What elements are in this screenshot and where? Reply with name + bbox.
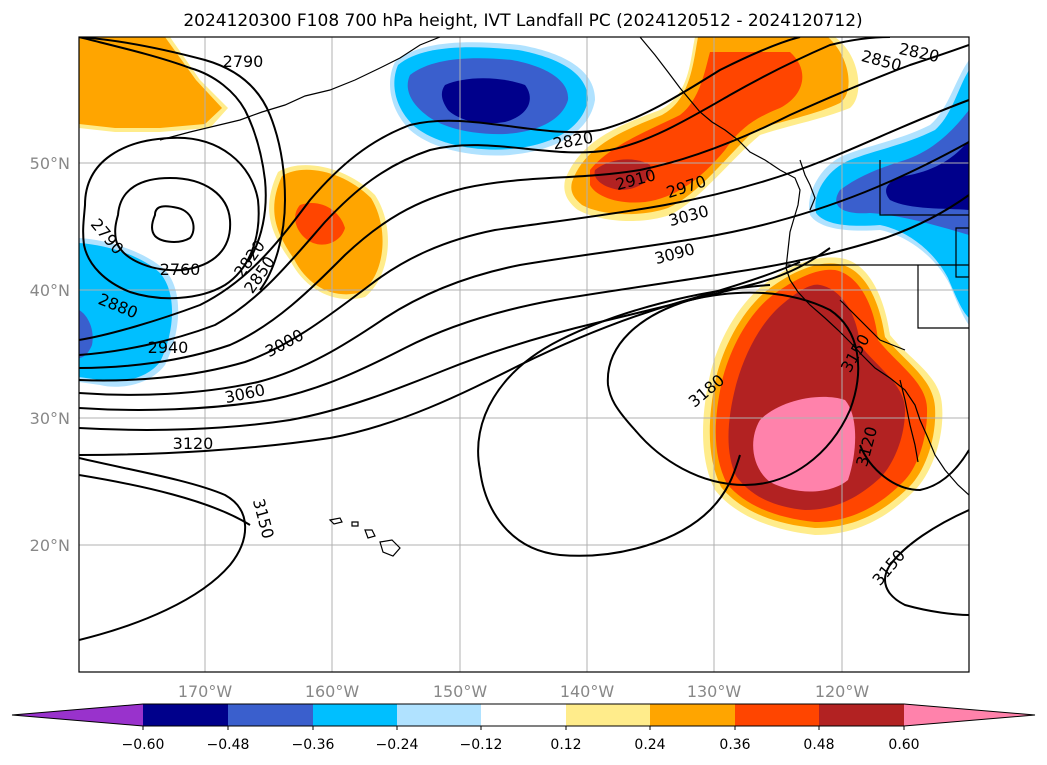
colorbar-tick: −0.24: [376, 737, 419, 753]
contour-label: 2940: [148, 338, 189, 357]
lat-label: 40°N: [30, 281, 70, 300]
colorbar-tick: 0.36: [719, 737, 750, 753]
shade-interior: [809, 60, 969, 325]
colorbar-bin: [143, 704, 228, 726]
figure-title: 2024120300 F108 700 hPa height, IVT Land…: [183, 11, 862, 31]
lat-labels: 50°N 40°N 30°N 20°N: [30, 154, 70, 555]
colorbar-tick: −0.36: [292, 737, 335, 753]
lon-labels: 170°W 160°W 150°W 140°W 130°W 120°W: [178, 682, 870, 701]
colorbar-bin: [735, 704, 819, 726]
colorbar-tick: −0.60: [122, 737, 165, 753]
lon-label: 120°W: [815, 682, 870, 701]
lat-label: 50°N: [30, 154, 70, 173]
colorbar-bin: [481, 704, 566, 726]
coastlines: [159, 37, 969, 557]
colorbar-tick: 0.48: [803, 737, 834, 753]
colorbar-bin: [650, 704, 735, 726]
lon-label: 140°W: [560, 682, 615, 701]
shade-california: [703, 257, 943, 535]
colorbar-bin: [566, 704, 650, 726]
colorbar-extend-low: [12, 704, 143, 726]
map-area: 2790 2790 2760 2880 2940 2820 2850 3000 …: [79, 37, 969, 672]
colorbar-tick: 0.60: [888, 737, 919, 753]
lon-label: 170°W: [178, 682, 233, 701]
contour-label: 3120: [173, 434, 214, 453]
colorbar-tick: 0.24: [634, 737, 665, 753]
height-contours: [79, 37, 969, 641]
graticule: [79, 37, 969, 672]
lon-label: 130°W: [687, 682, 742, 701]
colorbar: −0.60 −0.48 −0.36 −0.24 −0.12 0.12 0.24 …: [11, 703, 1036, 753]
shade-gulf-low: [390, 42, 595, 156]
shade-west-low: [79, 238, 179, 387]
colorbar-extend-high: [904, 704, 1035, 726]
colorbar-bin: [819, 704, 904, 726]
colorbar-tick: 0.12: [550, 737, 581, 753]
colorbar-bin: [397, 704, 481, 726]
contour-label: 2790: [223, 52, 264, 71]
shade-nw-orange: [79, 37, 228, 132]
colorbar-bin: [313, 704, 397, 726]
colorbar-tick: −0.48: [207, 737, 250, 753]
map-frame: [78, 36, 970, 673]
lat-label: 30°N: [30, 409, 70, 428]
contour-label: 2760: [160, 260, 201, 279]
colorbar-tick: −0.12: [460, 737, 503, 753]
lat-label: 20°N: [30, 536, 70, 555]
lon-label: 150°W: [433, 682, 488, 701]
colorbar-bin: [228, 704, 313, 726]
lon-label: 160°W: [305, 682, 360, 701]
